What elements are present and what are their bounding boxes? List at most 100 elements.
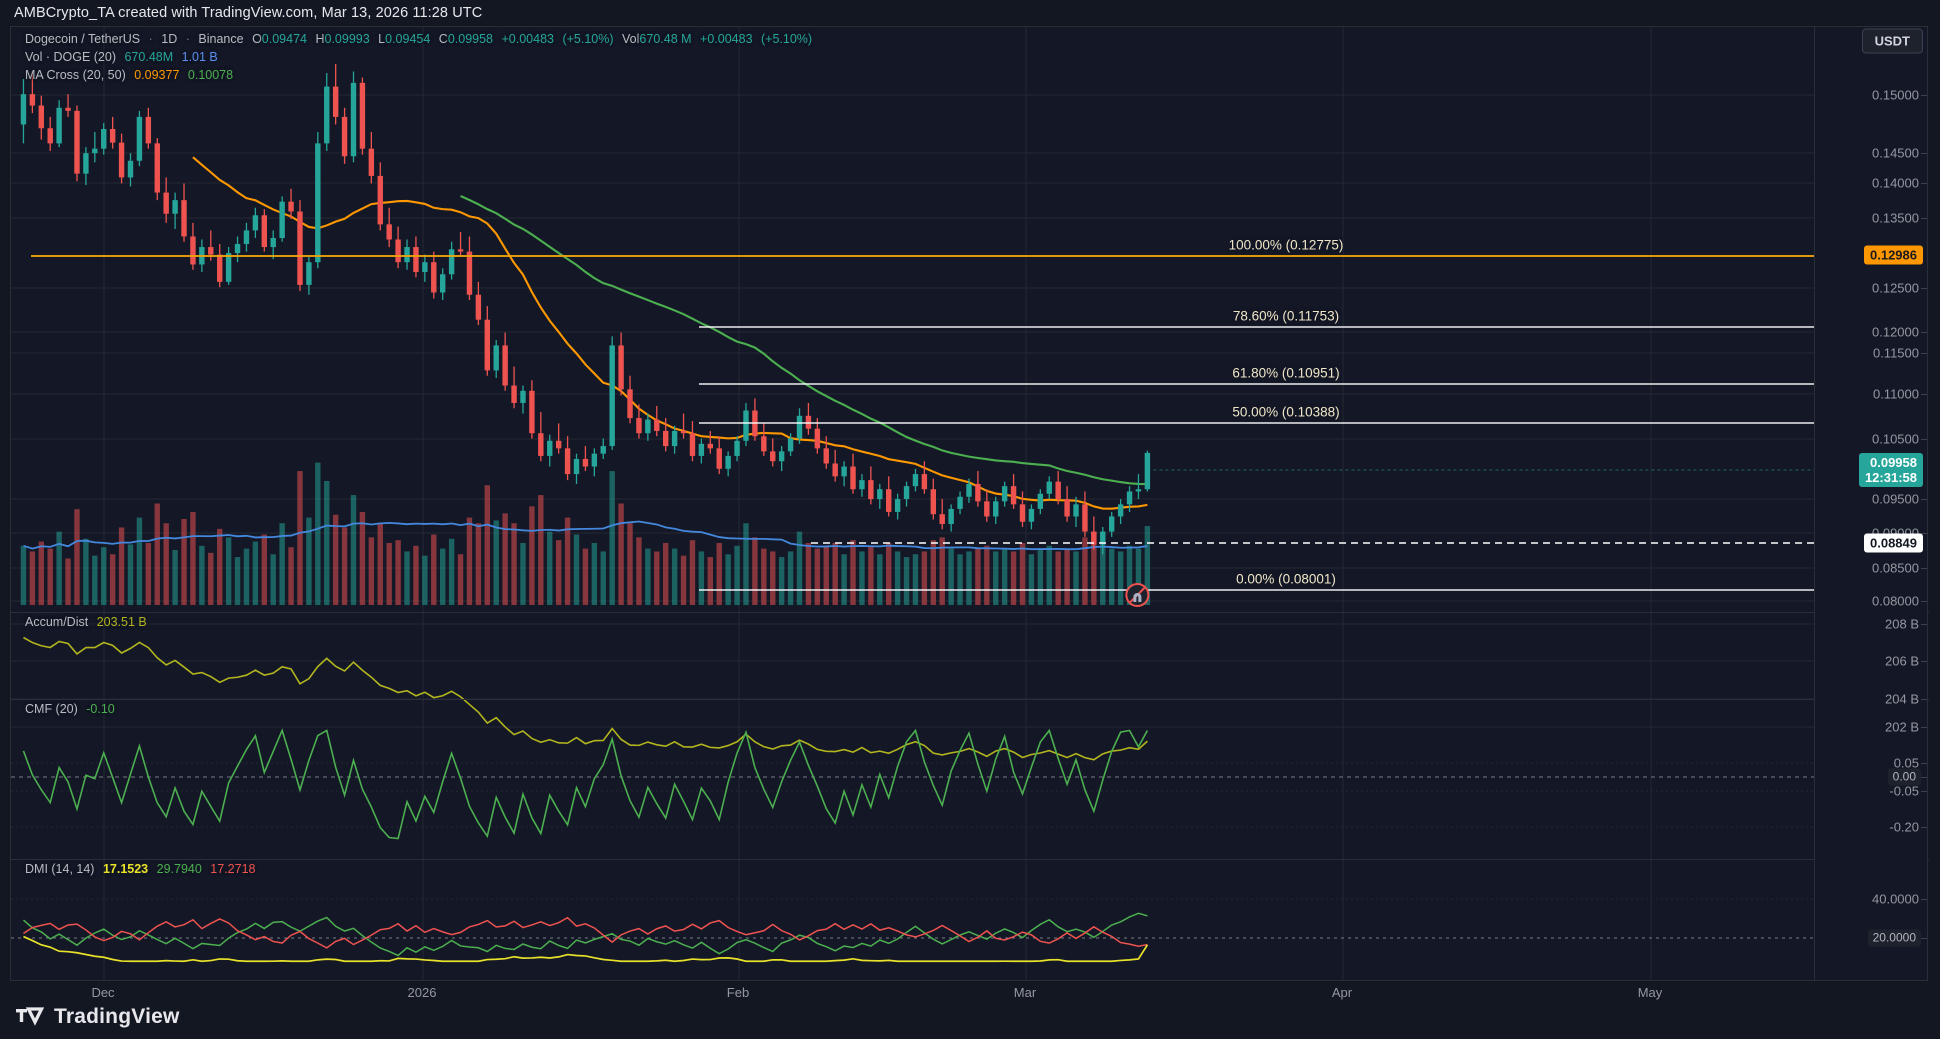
price-axis-tick: -0.05 (1889, 783, 1919, 799)
symbol-name[interactable]: Dogecoin / TetherUS (25, 32, 141, 46)
ohlc-close-label: C (438, 32, 448, 46)
price-axis-tick: 0.10500 (1872, 431, 1919, 447)
price-axis-tick-mark (1921, 661, 1927, 662)
cmf-legend[interactable]: CMF (20) -0.10 (25, 702, 115, 716)
price-axis-tick: 0.05 (1893, 755, 1919, 771)
time-axis-tick: Apr (1331, 985, 1353, 1000)
dmi-legend[interactable]: DMI (14, 14) 17.1523 29.7940 17.2718 (25, 862, 255, 876)
ma-cross-name[interactable]: MA Cross (20, 50) (25, 68, 126, 82)
chart-canvas (11, 27, 1866, 980)
time-axis-tick: 2026 (407, 985, 437, 1000)
time-axis-tick: Mar (1013, 985, 1037, 1000)
volume-label: Vol (622, 32, 640, 46)
time-axis-tick: Feb (726, 985, 750, 1000)
price-axis-tick: 0.14500 (1872, 145, 1919, 161)
price-axis-tick: 0.12000 (1872, 324, 1919, 340)
price-axis-tick-mark (1921, 727, 1927, 728)
legend-separator-1: · (148, 32, 153, 46)
volume-change-absolute: +0.00483 (700, 32, 753, 46)
pane-separator-accum (11, 612, 1929, 613)
price-axis-tick: 0.11500 (1872, 345, 1919, 361)
price-axis-tick-mark (1921, 624, 1927, 625)
price-axis-tick: 0.13500 (1872, 210, 1919, 226)
volume-value: 670.48 M (639, 32, 692, 46)
price-axis-tick-mark (1921, 699, 1927, 700)
dmi-di-minus-value: 17.2718 (210, 862, 256, 876)
price-axis-tick: 206 B (1885, 653, 1919, 669)
tradingview-brand-text: TradingView (54, 1005, 180, 1028)
ohlc-close-value: 0.09958 (447, 32, 494, 46)
pane-separator-dmi (11, 859, 1929, 860)
price-axis-tick: 202 B (1885, 719, 1919, 735)
ohlc-open-label: O (252, 32, 262, 46)
price-axis-tick-mark (1921, 95, 1927, 96)
price-axis-tick-mark (1921, 568, 1927, 569)
ohlc-low-label: L (378, 32, 386, 46)
bar-countdown: 12:31:58 (1864, 470, 1917, 485)
quote-currency-badge[interactable]: USDT (1861, 28, 1923, 54)
tradingview-logo-icon (16, 1007, 45, 1026)
price-axis-tick: 0.11000 (1872, 386, 1919, 402)
price-axis-tick-mark (1921, 827, 1927, 828)
accum-dist-name[interactable]: Accum/Dist (25, 615, 89, 629)
price-axis-tick-mark (1921, 763, 1927, 764)
price-axis-tick-mark (1921, 439, 1927, 440)
price-axis-tick-mark (1921, 353, 1927, 354)
accum-dist-legend[interactable]: Accum/Dist 203.51 B (25, 615, 147, 629)
ohlc-low-value: 0.09454 (385, 32, 431, 46)
volume-change-percent: (+5.10%) (761, 32, 813, 46)
pane-separator-cmf (11, 699, 1929, 700)
ma-slow-value: 0.10078 (187, 68, 234, 82)
accum-dist-value: 203.51 B (96, 615, 147, 629)
price-axis-tick: 0.08000 (1872, 593, 1919, 609)
volume-indicator-value-1: 670.48M (124, 50, 174, 64)
dmi-di-plus-value: 29.7940 (156, 862, 202, 876)
price-axis-tick-mark (1921, 218, 1927, 219)
fib-level-label: 0.00% (0.08001) (1236, 571, 1336, 587)
time-axis-tick: Dec (91, 985, 115, 1000)
price-axis-tick: 0.15000 (1872, 87, 1919, 103)
chart-plot-area[interactable] (11, 27, 1866, 980)
ma-price-badge: 0.08849 (1864, 533, 1923, 553)
price-axis-tick-mark (1921, 899, 1927, 900)
last-price-value: 0.09958 (1870, 455, 1917, 470)
price-axis-tick-mark (1921, 601, 1927, 602)
price-axis-tick-mark (1921, 533, 1927, 534)
price-axis[interactable]: USDT 0.15000 0.14500 0.14000 0.13500 0.12500… (1814, 27, 1927, 980)
ma-cross-legend[interactable]: MA Cross (20, 50) 0.09377 0.10078 (25, 68, 233, 82)
fib-level-label: 61.80% (0.10951) (1232, 365, 1340, 381)
price-axis-tick-mark (1921, 288, 1927, 289)
price-axis-tick: -0.20 (1889, 819, 1919, 835)
price-axis-tick: 0.14000 (1872, 175, 1919, 191)
cmf-name[interactable]: CMF (20) (25, 702, 78, 716)
ma-fast-value: 0.09377 (134, 68, 180, 82)
fib-level-label: 50.00% (0.10388) (1232, 404, 1340, 420)
time-axis[interactable]: Dec 2026 Feb Mar Apr May (10, 981, 1928, 1011)
volume-indicator-value-2: 1.01 B (181, 50, 218, 64)
price-axis-tick: 0.09500 (1872, 491, 1919, 507)
price-axis-tick-mark (1921, 332, 1927, 333)
symbol-interval[interactable]: 1D (161, 32, 178, 46)
fib-price-badge: 0.12986 (1864, 245, 1923, 265)
price-axis-tick-mark (1921, 499, 1927, 500)
symbol-exchange: Binance (198, 32, 244, 46)
volume-indicator-name[interactable]: Vol · DOGE (20) (25, 50, 116, 64)
price-axis-tick: 0.12500 (1872, 280, 1919, 296)
volume-indicator-legend[interactable]: Vol · DOGE (20) 670.48M 1.01 B (25, 50, 218, 64)
ohlc-high-value: 0.09993 (324, 32, 370, 46)
price-axis-tick: 204 B (1885, 691, 1919, 707)
price-axis-tick-mark (1921, 153, 1927, 154)
price-axis-tick: 20.0000 (1867, 929, 1921, 947)
symbol-legend[interactable]: Dogecoin / TetherUS · 1D · Binance O0.09… (25, 32, 812, 46)
last-price-badge[interactable]: 0.09958 12:31:58 (1858, 453, 1923, 487)
time-axis-tick: May (1637, 985, 1663, 1000)
price-axis-tick-mark (1921, 938, 1927, 939)
dmi-name[interactable]: DMI (14, 14) (25, 862, 95, 876)
price-axis-tick: 0.08500 (1872, 560, 1919, 576)
fib-level-label: 100.00% (0.12775) (1228, 237, 1344, 253)
chart-frame: Dogecoin / TetherUS · 1D · Binance O0.09… (10, 26, 1929, 981)
legend-separator-2: · (185, 32, 190, 46)
ohlc-open-value: 0.09474 (261, 32, 307, 46)
price-axis-tick-mark (1921, 791, 1927, 792)
